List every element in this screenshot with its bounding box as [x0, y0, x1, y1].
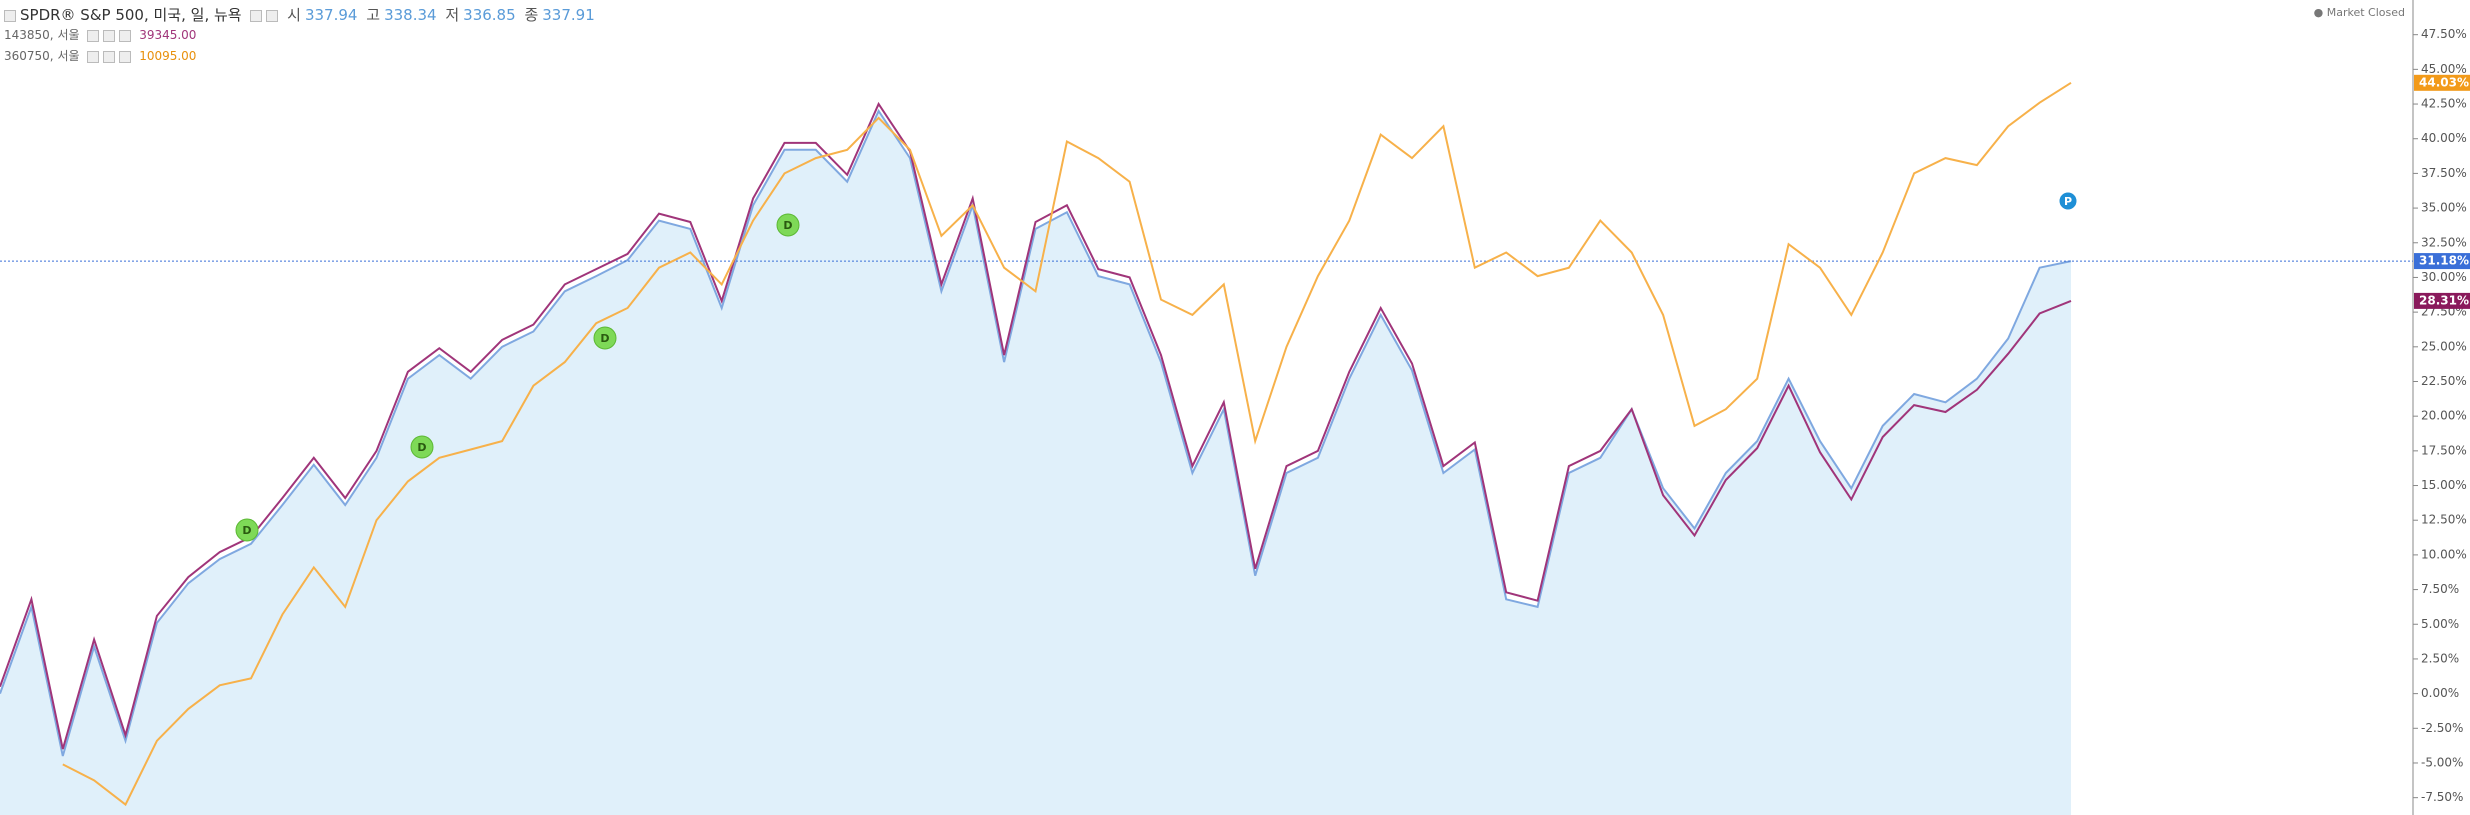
y-tick-label: 2.50% — [2421, 651, 2459, 665]
event-marker — [235, 518, 259, 542]
price-tag-label: 44.03% — [2419, 75, 2469, 89]
compare-value: 39345.00 — [139, 28, 197, 42]
compare-legend: 360750, 서울 10095.00 — [4, 47, 200, 64]
ohlc-value: 337.91 — [542, 6, 595, 24]
y-tick-label: 30.00% — [2421, 270, 2467, 284]
y-tick-label: 37.50% — [2421, 166, 2467, 180]
main-legend: SPDR® S&P 500, 미국, 일, 뉴욕 시 337.94 고 338.34… — [4, 4, 599, 25]
y-tick-label: 40.00% — [2421, 131, 2467, 145]
event-marker-label: D — [600, 332, 609, 345]
compare-symbol: 360750, 서울 — [4, 49, 80, 63]
series-area — [0, 111, 2071, 815]
ohlc-label: 고 — [366, 6, 381, 24]
symbol: SPDR® S&P 500, 미국, 일, 뉴욕 — [20, 6, 242, 24]
price-tag — [2414, 292, 2470, 309]
event-marker-label: D — [242, 524, 251, 537]
event-marker — [593, 326, 617, 350]
y-tick-label: 12.50% — [2421, 513, 2467, 527]
event-marker-label: D — [783, 219, 792, 232]
price-tag — [2414, 253, 2470, 270]
y-tick-label: 20.00% — [2421, 409, 2467, 423]
event-marker-label: D — [417, 441, 426, 454]
price-tag-label: 31.18% — [2419, 254, 2469, 268]
y-tick-label: 0.00% — [2421, 686, 2459, 700]
y-tick-label: 5.00% — [2421, 617, 2459, 631]
y-tick-label: -5.00% — [2421, 755, 2463, 769]
ohlc-label: 종 — [524, 6, 539, 24]
compare-symbol: 143850, 서울 — [4, 28, 80, 42]
y-tick-label: 25.00% — [2421, 339, 2467, 353]
event-marker — [410, 435, 434, 459]
y-tick-label: 35.00% — [2421, 201, 2467, 215]
compare-legend: 143850, 서울 39345.00 — [4, 26, 200, 43]
price-tag-label: 28.31% — [2419, 293, 2469, 307]
y-tick-label: 32.50% — [2421, 235, 2467, 249]
event-marker — [776, 213, 800, 237]
series-line — [0, 108, 2072, 757]
y-tick-label: 42.50% — [2421, 97, 2467, 111]
event-marker — [2058, 191, 2078, 211]
ohlc-value: 337.94 — [304, 6, 358, 24]
y-tick-label: -2.50% — [2421, 721, 2463, 735]
y-tick-label: -7.50% — [2421, 790, 2463, 804]
y-tick-label: 10.00% — [2421, 547, 2467, 561]
ohlc-value: 338.34 — [384, 6, 437, 24]
market-status: ● Market Closed — [2313, 6, 2405, 19]
y-tick-label: 17.50% — [2421, 443, 2467, 457]
status-text: Market Closed — [2326, 6, 2405, 19]
series-line — [62, 81, 2072, 807]
y-tick-label: 47.50% — [2421, 27, 2467, 41]
y-tick-label: 22.50% — [2421, 374, 2467, 388]
event-marker-label: P — [2064, 195, 2072, 208]
compare-value: 10095.00 — [139, 49, 197, 63]
ohlc-label: 시 — [287, 6, 301, 24]
y-tick-label: 45.00% — [2421, 62, 2467, 76]
y-tick-label: 7.50% — [2421, 582, 2459, 596]
ohlc-value: 336.85 — [463, 6, 516, 24]
price-tag — [2414, 74, 2470, 91]
series-line — [0, 101, 2072, 750]
ohlc-label: 저 — [445, 6, 460, 24]
y-tick-label: 15.00% — [2421, 478, 2467, 492]
